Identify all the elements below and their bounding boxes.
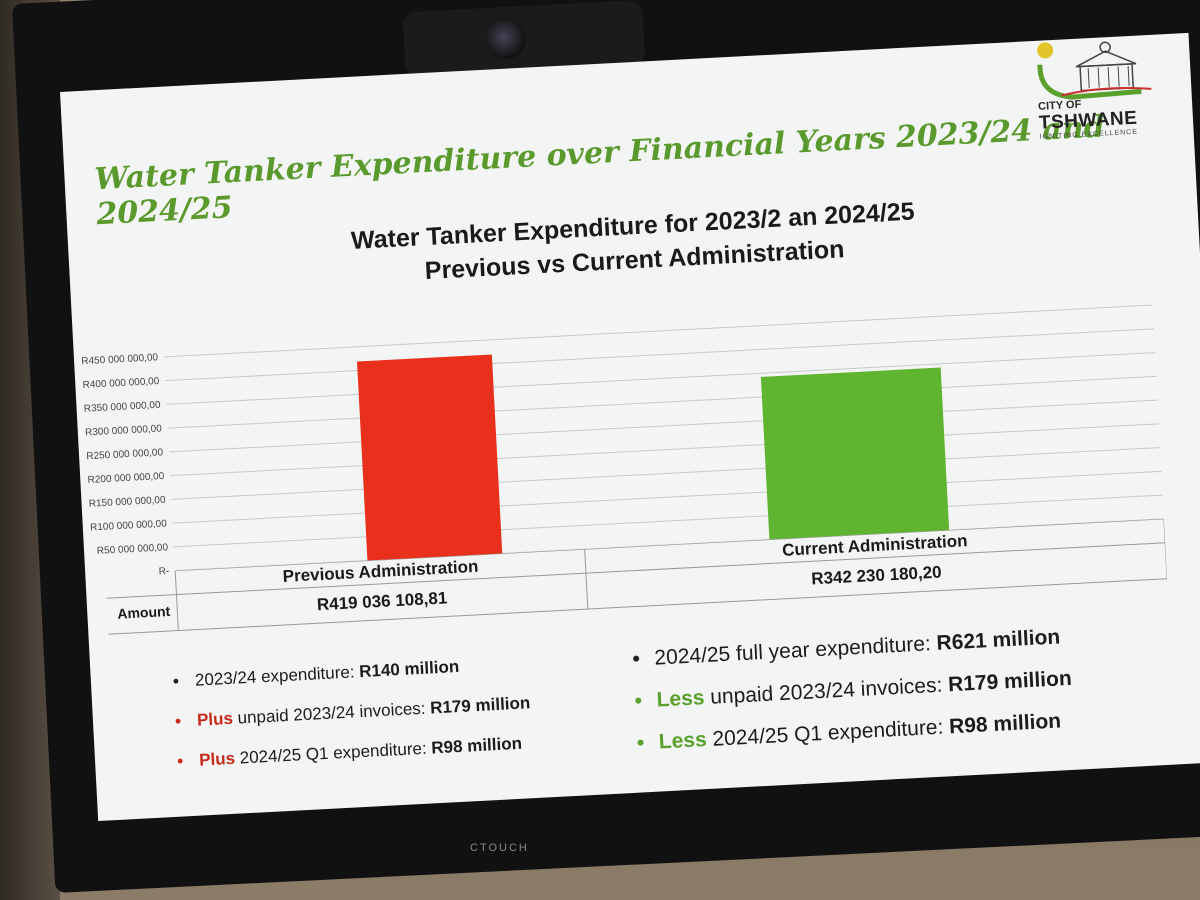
bullet-text: 2024/25 Q1 expenditure: <box>706 715 950 752</box>
y-tick-label: R250 000 000,00 <box>86 447 164 462</box>
bullet-dot: • <box>174 711 182 731</box>
webcam-lens <box>484 17 527 60</box>
bar-chart: R- R50 000 000,00 R100 000 000,00 R150 000 … <box>81 304 1164 578</box>
bullet-list-previous: • 2023/24 expenditure: R140 million • Pl… <box>171 647 647 791</box>
data-table: Amount Previous Administration Current A… <box>105 518 1168 644</box>
bullet-dot: • <box>176 751 184 771</box>
bullet-dot: • <box>634 689 643 713</box>
bullet-text: unpaid 2023/24 invoices: <box>703 673 949 710</box>
table-row-label: Amount <box>116 602 171 622</box>
bullet-item: • Less 2024/25 Q1 expenditure: R98 milli… <box>634 703 1194 756</box>
bullet-item: • Less unpaid 2023/24 invoices: R179 mil… <box>632 661 1192 714</box>
y-tick-label: R300 000 000,00 <box>85 423 163 438</box>
bullet-value: R621 million <box>935 625 1061 655</box>
bullet-value: R179 million <box>429 693 531 718</box>
bullet-text: unpaid 2023/24 invoices: <box>232 698 431 728</box>
bullet-dot: • <box>631 647 641 671</box>
bullet-prefix: Less <box>656 686 706 712</box>
bar-previous-administration <box>357 354 503 561</box>
gridline <box>172 470 1162 524</box>
data-table-grid <box>106 518 1168 635</box>
gridline <box>165 328 1154 382</box>
bullet-value: R98 million <box>948 709 1062 739</box>
bullet-item: • Plus unpaid 2023/24 invoices: R179 mil… <box>173 687 643 732</box>
bullet-text: 2024/25 full year expenditure: <box>653 631 938 670</box>
bullet-item: • Plus 2024/25 Q1 expenditure: R98 milli… <box>175 727 645 772</box>
bullet-prefix: Plus <box>196 708 234 730</box>
bullet-list-current: • 2024/25 full year expenditure: R621 mi… <box>630 619 1196 774</box>
bullet-value: R140 million <box>358 656 460 682</box>
bullet-prefix: Less <box>658 728 708 754</box>
y-tick-label: R100 000 000,00 <box>90 518 168 533</box>
gridline <box>166 352 1156 405</box>
city-logo: CITY OF TSHWANE IGNITING EXCELLENCE <box>1028 33 1164 145</box>
gridline <box>163 304 1153 358</box>
presentation-screen: Water Tanker Expenditure over Financial … <box>60 32 1200 821</box>
y-tick-label: R200 000 000,00 <box>87 471 165 486</box>
y-tick-label: R400 000 000,00 <box>82 376 160 391</box>
bullet-dot: • <box>172 671 180 691</box>
y-tick-label: R150 000 000,00 <box>89 495 167 510</box>
bullet-prefix: Plus <box>198 748 236 770</box>
gridline <box>167 375 1157 429</box>
bullet-value: R98 million <box>430 733 523 758</box>
y-tick-label: R350 000 000,00 <box>84 400 162 415</box>
bullet-item: • 2023/24 expenditure: R140 million <box>171 647 641 692</box>
bar-current-administration <box>760 367 950 540</box>
y-tick-label: R450 000 000,00 <box>81 352 159 367</box>
display-brand: CTOUCH <box>470 842 529 854</box>
gridline <box>170 423 1159 477</box>
city-hall-icon <box>1037 41 1152 100</box>
y-tick-label: R- <box>158 566 169 578</box>
bullet-value: R179 million <box>947 666 1073 697</box>
bullet-text: 2023/24 expenditure: <box>194 662 360 690</box>
gridline <box>171 447 1161 500</box>
bullet-text: 2024/25 Q1 expenditure: <box>234 738 432 768</box>
y-tick-label: R50 000 000,00 <box>97 542 169 557</box>
gridline <box>168 399 1158 453</box>
bullet-dot: • <box>636 731 645 755</box>
bullet-item: • 2024/25 full year expenditure: R621 mi… <box>630 619 1190 672</box>
gridline <box>173 494 1163 548</box>
